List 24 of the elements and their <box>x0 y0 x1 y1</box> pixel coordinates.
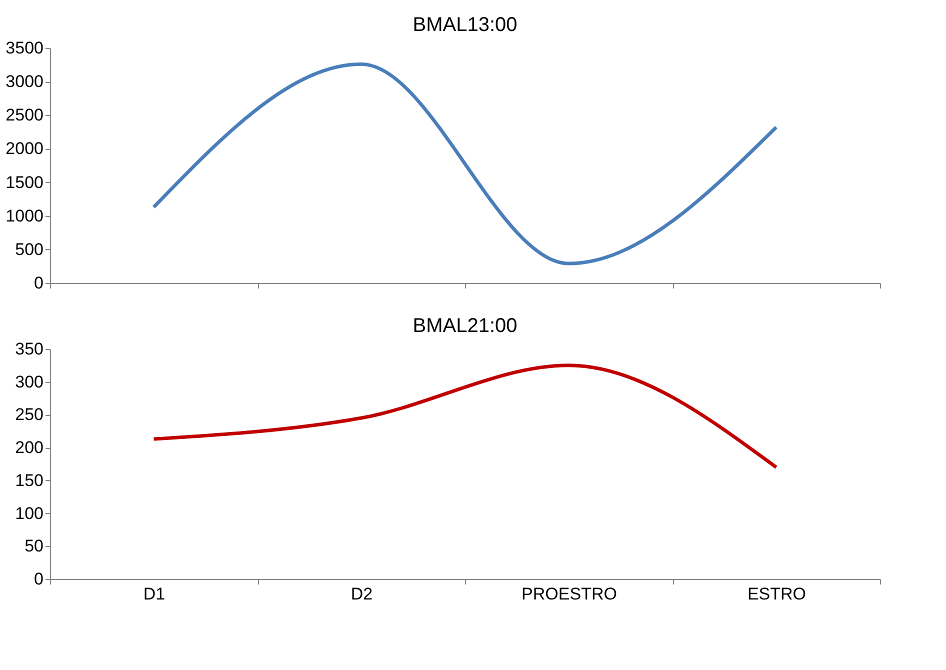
y-tick-label: 300 <box>15 372 44 392</box>
y-tick-label: 2500 <box>6 106 44 125</box>
y-tick-label: 0 <box>34 274 44 292</box>
y-tick-label: 3500 <box>6 38 44 58</box>
y-tick-label: 200 <box>15 438 44 458</box>
y-tick-label: 500 <box>15 240 44 259</box>
y-tick-label: 1000 <box>6 206 44 226</box>
x-tick-label: ESTRO <box>747 584 806 604</box>
chart-title: BMAL21:00 <box>412 315 518 337</box>
y-tick-label: 1500 <box>6 172 44 192</box>
y-tick-label: 3000 <box>6 72 44 92</box>
y-tick-label: 0 <box>34 570 44 588</box>
y-tick-label: 150 <box>15 470 44 490</box>
x-tick-label: PROESTRO <box>522 584 617 604</box>
chart-title: BMAL13:00 <box>412 14 518 36</box>
y-tick-label: 250 <box>15 405 44 424</box>
y-tick-label: 2000 <box>6 139 44 158</box>
y-tick-label: 50 <box>24 536 44 556</box>
y-tick-label: 100 <box>15 504 44 523</box>
y-tick-label: 350 <box>15 340 44 358</box>
line-series <box>152 62 778 266</box>
x-tick-label: D2 <box>350 584 373 604</box>
line-series <box>152 364 778 470</box>
x-tick-label: D1 <box>143 584 166 604</box>
